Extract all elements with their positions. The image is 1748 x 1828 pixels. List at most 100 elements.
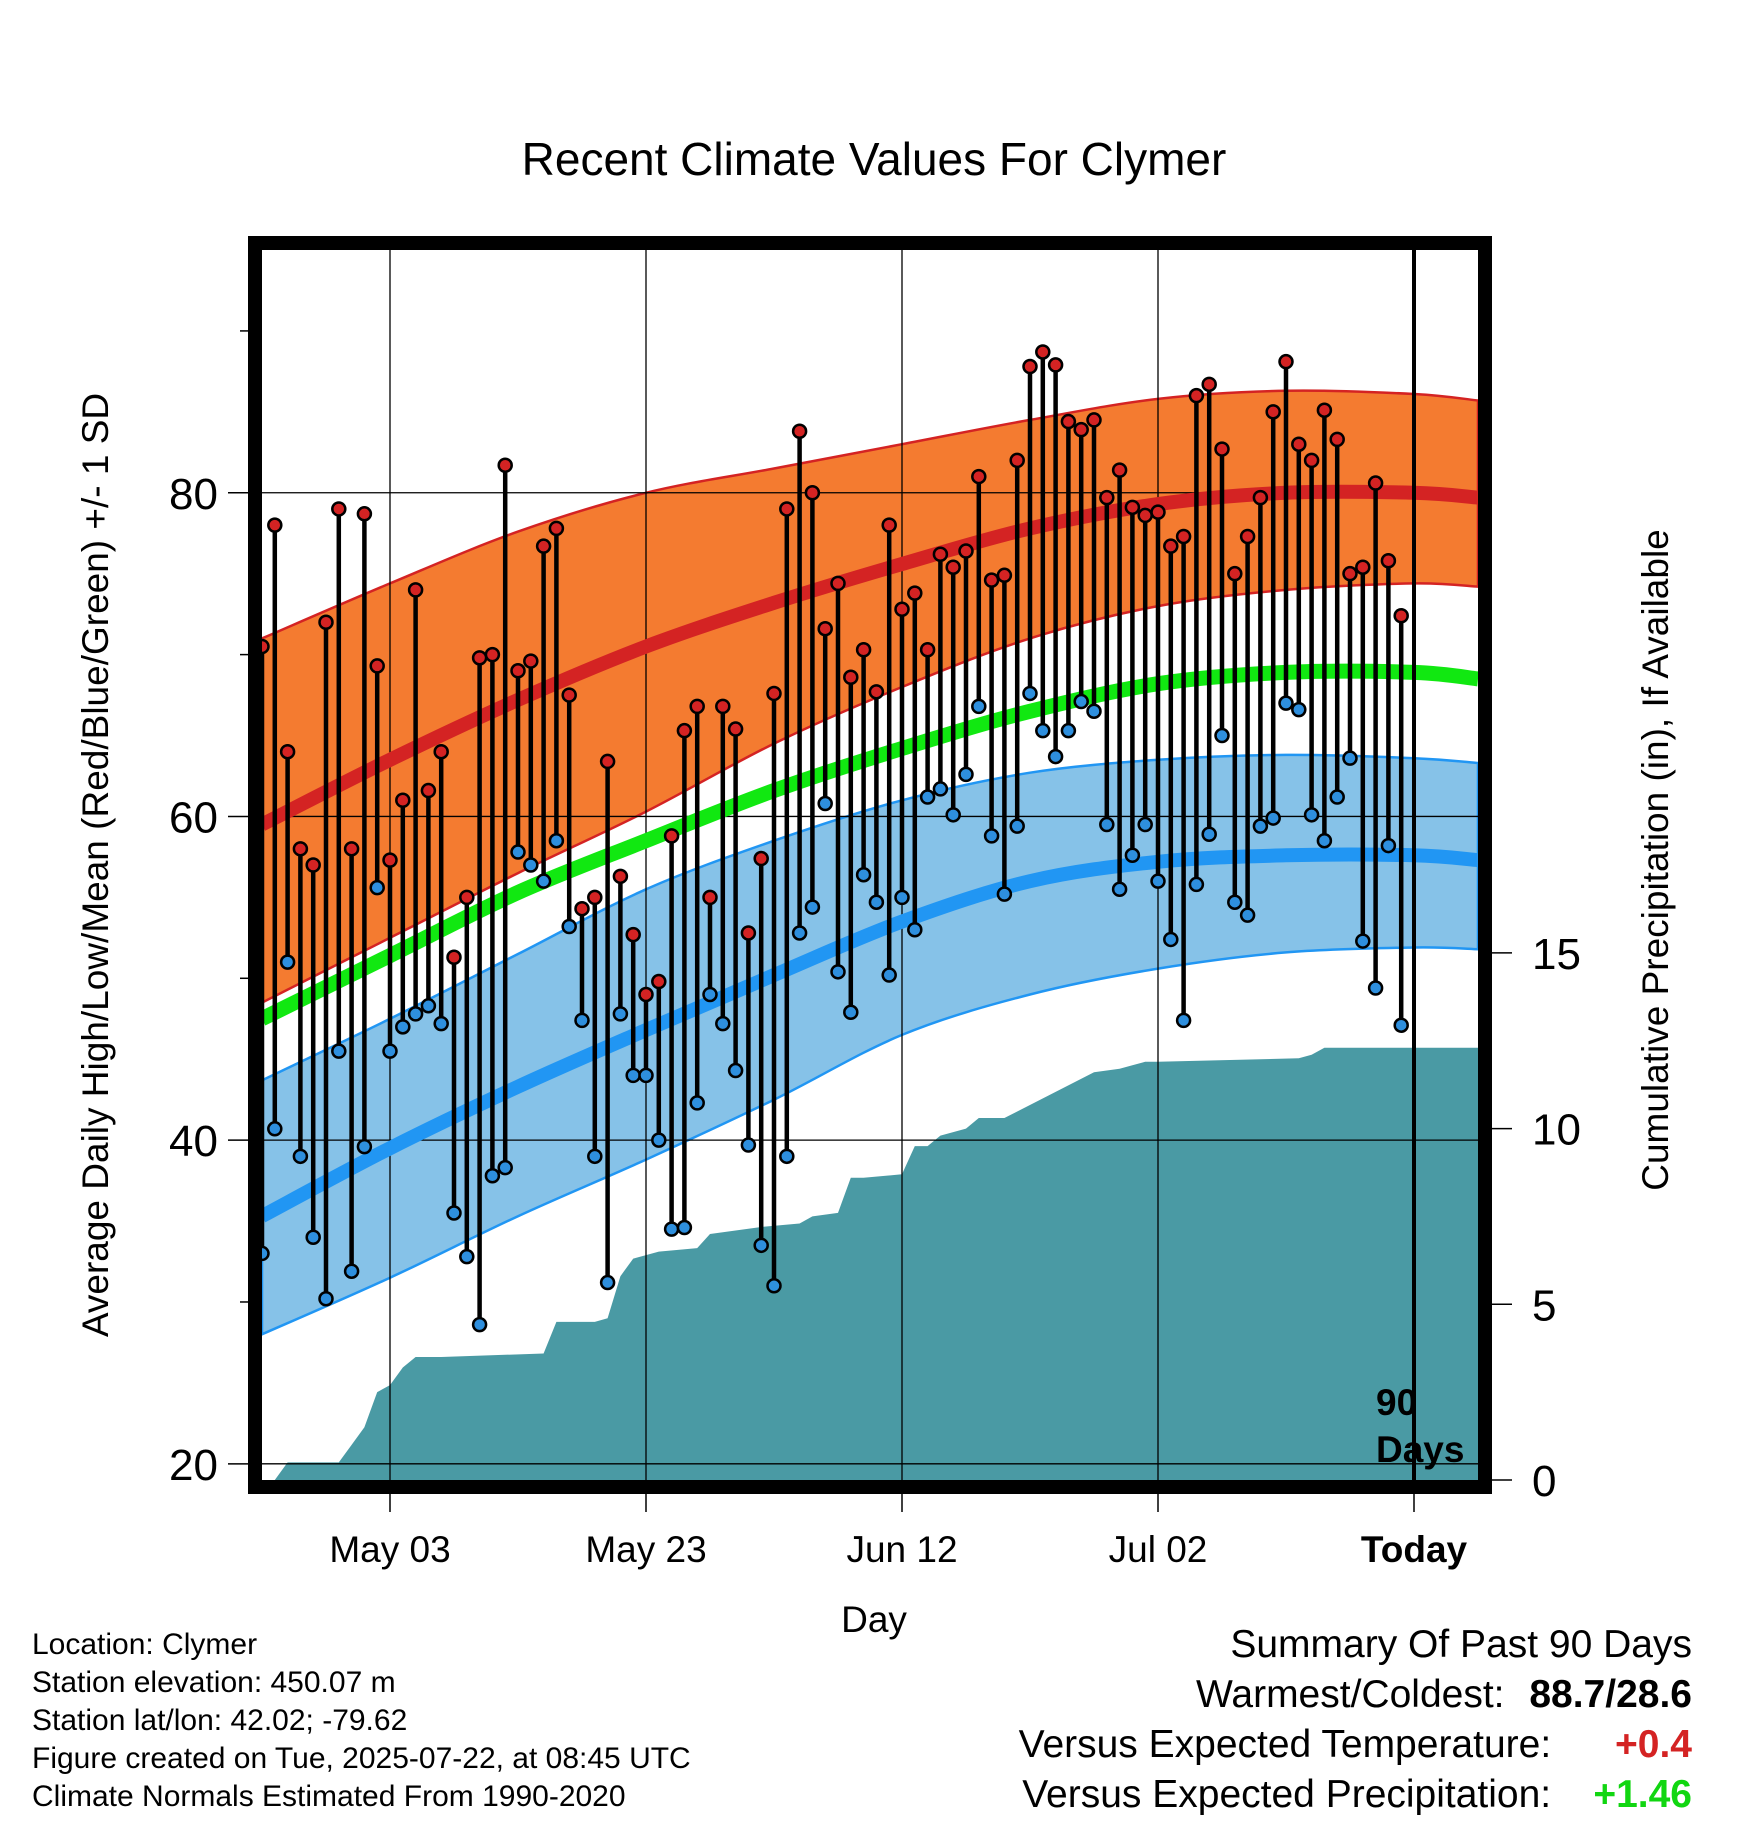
y2-tick-label: 15 bbox=[1532, 930, 1581, 979]
daily-low-point bbox=[1175, 1012, 1192, 1029]
daily-high-point bbox=[625, 926, 641, 943]
daily-high-point bbox=[1150, 504, 1166, 520]
daily-low-point bbox=[817, 795, 833, 812]
daily-low-point bbox=[484, 1167, 501, 1184]
axes: 20 40 60 80 0 5 10 15 May 03 May 23 Jun 12 Jul 02 To… bbox=[169, 330, 1581, 1570]
daily-low-point bbox=[830, 964, 846, 980]
station-info: Location: Clymer Station elevation: 450.… bbox=[32, 1626, 691, 1816]
temp-value: +0.4 bbox=[1615, 1723, 1692, 1766]
daily-high-point bbox=[343, 841, 360, 857]
y-tick-label: 60 bbox=[169, 793, 218, 842]
daily-high-point bbox=[881, 517, 897, 533]
daily-high-point bbox=[1303, 452, 1320, 469]
daily-high-point bbox=[983, 572, 1000, 588]
daily-high-point bbox=[1239, 528, 1256, 545]
daily-low-point bbox=[1163, 931, 1179, 948]
daily-low-point bbox=[1252, 818, 1269, 834]
daily-low-point bbox=[356, 1138, 373, 1155]
daily-high-point bbox=[1380, 552, 1397, 569]
daily-high-point bbox=[1355, 559, 1371, 575]
precip-label: Versus Expected Precipitation: bbox=[1022, 1773, 1552, 1816]
daily-low-point bbox=[292, 1148, 309, 1165]
daily-low-point bbox=[446, 1205, 462, 1221]
daily-high-point bbox=[919, 642, 936, 658]
daily-high-point bbox=[715, 698, 731, 715]
daily-high-point bbox=[1111, 462, 1128, 478]
daily-high-point bbox=[267, 517, 283, 533]
daily-high-point bbox=[804, 485, 821, 501]
daily-high-point bbox=[523, 653, 539, 669]
daily-low-point bbox=[740, 1137, 757, 1153]
daily-high-point bbox=[651, 973, 667, 990]
daily-low-point bbox=[971, 698, 987, 715]
y-tick-label: 40 bbox=[169, 1117, 218, 1166]
daily-low-point bbox=[612, 1006, 629, 1022]
summary-title: Summary Of Past 90 Days bbox=[1230, 1623, 1692, 1666]
daily-high-point bbox=[855, 642, 872, 658]
daily-high-point bbox=[420, 782, 437, 799]
daily-low-point bbox=[702, 986, 718, 1003]
elevation-text: Station elevation: 450.07 m bbox=[32, 1666, 396, 1699]
summary-panel: Summary Of Past 90 Days Warmest/Coldest:… bbox=[1019, 1620, 1692, 1820]
daily-high-point bbox=[1175, 528, 1192, 545]
daily-high-point bbox=[484, 646, 501, 663]
daily-low-point bbox=[587, 1148, 603, 1165]
daily-high-point bbox=[766, 685, 782, 702]
daily-low-point bbox=[318, 1290, 334, 1307]
daily-low-point bbox=[1265, 810, 1281, 826]
daily-low-point bbox=[676, 1219, 693, 1236]
daily-high-point bbox=[599, 753, 616, 770]
warmest-label: Warmest/Coldest: bbox=[1196, 1673, 1505, 1716]
daily-high-point bbox=[395, 792, 411, 809]
daily-high-point bbox=[279, 743, 296, 760]
daily-high-point bbox=[1252, 489, 1269, 506]
daily-low-point bbox=[1214, 727, 1230, 744]
daily-low-point bbox=[471, 1316, 488, 1333]
summary-row-precipitation: Versus Expected Precipitation: +1.46 bbox=[1019, 1770, 1692, 1820]
daily-low-point bbox=[766, 1278, 782, 1294]
daily-high-point bbox=[945, 559, 961, 575]
daily-low-point bbox=[932, 781, 949, 797]
daily-low-point bbox=[1367, 980, 1384, 996]
daily-low-point bbox=[548, 832, 565, 849]
daily-high-point bbox=[1201, 376, 1217, 393]
warmest-value: 88.7/28.6 bbox=[1529, 1673, 1692, 1716]
daily-low-point bbox=[804, 899, 821, 915]
daily-high-point bbox=[1227, 565, 1243, 582]
period-label-number: 90 bbox=[1376, 1382, 1417, 1423]
daily-temperature-series bbox=[254, 344, 1409, 1333]
x-tick-label: Jun 12 bbox=[846, 1529, 957, 1570]
daily-low-point bbox=[1150, 873, 1166, 889]
daily-high-point bbox=[1329, 431, 1345, 448]
daily-high-point bbox=[587, 889, 603, 906]
low-sd-band bbox=[262, 753, 1478, 1336]
x-tick-label: May 23 bbox=[585, 1529, 706, 1570]
daily-high-point bbox=[1163, 538, 1179, 554]
daily-low-point bbox=[1380, 837, 1397, 854]
daily-high-point bbox=[1393, 608, 1409, 624]
daily-low-point bbox=[894, 889, 910, 906]
daily-low-point bbox=[1099, 816, 1115, 833]
daily-high-point bbox=[318, 614, 334, 630]
daily-high-point bbox=[1022, 358, 1038, 375]
daily-low-point bbox=[561, 918, 577, 935]
daily-high-point bbox=[292, 841, 309, 857]
daily-low-point bbox=[919, 789, 936, 805]
x-tick-label: May 03 bbox=[329, 1529, 450, 1570]
daily-high-point bbox=[433, 743, 449, 760]
daily-high-point bbox=[471, 650, 488, 666]
daily-high-point bbox=[958, 543, 974, 559]
daily-low-point bbox=[779, 1148, 795, 1165]
x-axis-label: Day bbox=[841, 1599, 907, 1640]
daily-low-point bbox=[651, 1132, 667, 1148]
plot-frame bbox=[248, 236, 1492, 1494]
daily-high-point bbox=[1073, 421, 1089, 438]
daily-low-point bbox=[689, 1095, 705, 1111]
daily-high-point bbox=[1047, 357, 1064, 373]
daily-low-point bbox=[599, 1274, 616, 1291]
daily-high-point bbox=[1214, 441, 1230, 457]
daily-low-point bbox=[868, 894, 885, 910]
daily-low-point bbox=[407, 1006, 424, 1022]
daily-high-point bbox=[817, 620, 833, 637]
